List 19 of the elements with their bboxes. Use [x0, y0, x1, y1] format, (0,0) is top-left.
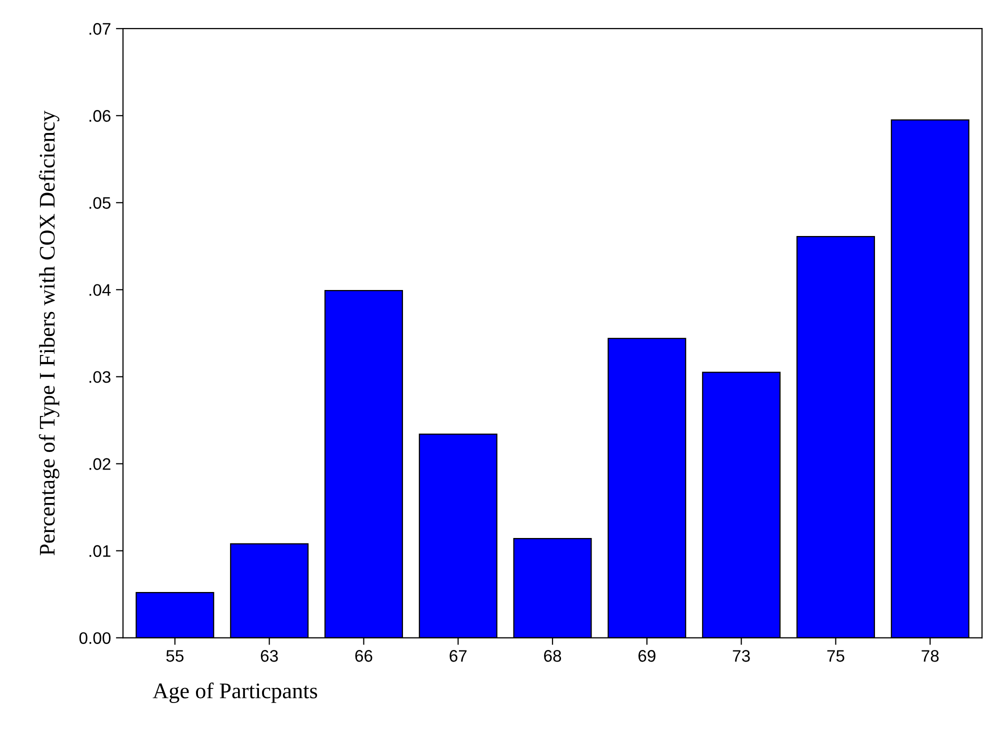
x-tick-label: 67	[450, 650, 467, 662]
y-tick-label: .03	[90, 371, 110, 383]
y-tick-label: .01	[90, 545, 110, 557]
y-tick-label: .02	[90, 458, 110, 470]
x-tick-label: 69	[638, 650, 656, 662]
x-axis-title: Age of Particpants	[152, 682, 318, 703]
x-tick-label: 66	[355, 650, 372, 662]
x-tick-label: 55	[166, 650, 184, 662]
x-tick-label: 73	[732, 650, 750, 662]
x-tick-label: 63	[260, 650, 278, 662]
y-tick-label: 0.00	[79, 632, 111, 644]
y-axis-title: Percentage of Type I Fibers with COX Deficiency	[38, 110, 60, 556]
x-tick-label: 68	[544, 650, 562, 662]
y-tick-label: .04	[90, 284, 111, 296]
y-tick-label: .06	[90, 110, 110, 122]
y-tick-label: .05	[90, 197, 110, 209]
x-tick-label: 75	[827, 650, 844, 662]
x-tick-label: 78	[922, 650, 939, 662]
y-tick-label: .07	[90, 23, 110, 35]
